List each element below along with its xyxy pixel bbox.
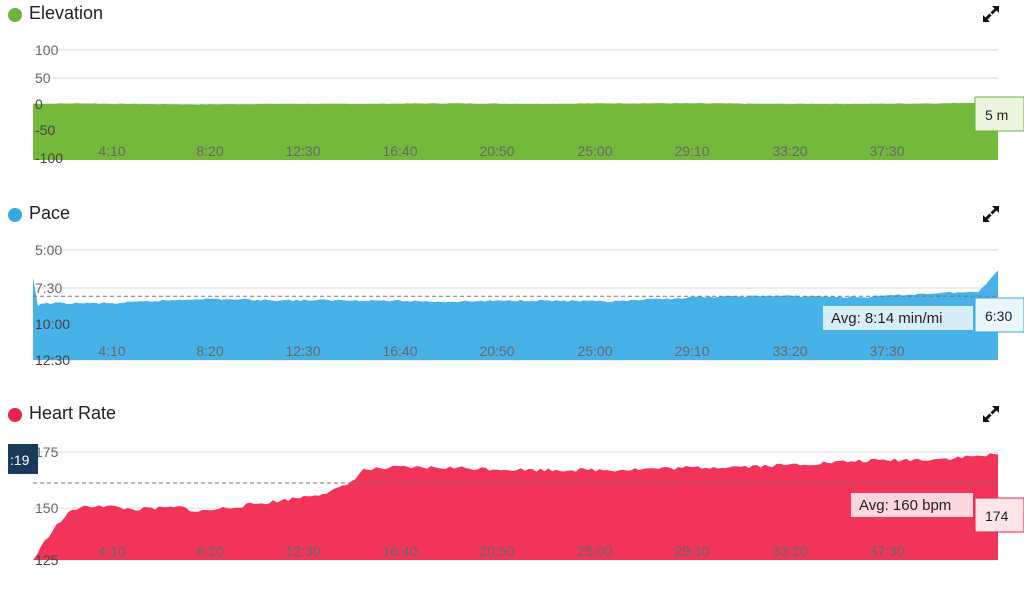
elevation-panel: Elevation 100 50 0 -50 -100 4:10 8:20 12:30 16:4… bbox=[0, 0, 1024, 190]
x-tick-label: 20:50 bbox=[479, 543, 514, 559]
pace-header: Pace bbox=[0, 200, 1024, 232]
expand-icon[interactable] bbox=[981, 404, 1001, 424]
x-tick-label: 8:20 bbox=[196, 343, 223, 359]
crosshair-time-tag bbox=[8, 444, 38, 474]
x-tick-label: 20:50 bbox=[479, 143, 514, 159]
current-value-tag bbox=[974, 96, 1024, 132]
current-value-label: 174 bbox=[985, 508, 1009, 524]
y-tick-label: 125 bbox=[35, 552, 59, 568]
elevation-header: Elevation bbox=[0, 0, 1024, 32]
x-tick-label: 29:10 bbox=[674, 143, 709, 159]
expand-icon[interactable] bbox=[981, 204, 1001, 224]
y-tick-label: 50 bbox=[35, 70, 51, 86]
heart-rate-panel: Heart Rate 175 150 125 4:10 8:20 12:30 16:40 20… bbox=[0, 400, 1024, 590]
x-tick-label: 8:20 bbox=[196, 143, 223, 159]
y-tick-label: -100 bbox=[35, 150, 63, 166]
elevation-chart: 100 50 0 -50 -100 4:10 8:20 12:30 16:40 20:50 25:0… bbox=[33, 42, 1024, 166]
current-value-tag bbox=[974, 297, 1024, 333]
y-tick-label: 150 bbox=[35, 500, 59, 516]
series-area bbox=[33, 102, 998, 160]
x-tick-label: 4:10 bbox=[98, 143, 125, 159]
average-label: Avg: 8:14 min/mi bbox=[831, 310, 942, 327]
heart-rate-header: Heart Rate bbox=[0, 400, 1024, 432]
elevation-title: Elevation bbox=[29, 3, 104, 23]
x-tick-label: 8:20 bbox=[196, 543, 223, 559]
y-tick-label: 0 bbox=[35, 96, 43, 112]
x-tick-label: 4:10 bbox=[98, 343, 125, 359]
x-tick-label: 25:00 bbox=[577, 143, 612, 159]
pace-panel: Pace 5:00 7:30 10:00 12:30 4:10 8:20 12:30 16:4… bbox=[0, 200, 1024, 390]
current-value-label: 6:30 bbox=[985, 308, 1012, 324]
y-tick-label: 5:00 bbox=[35, 242, 62, 258]
series-area bbox=[33, 453, 998, 560]
x-tick-label: 29:10 bbox=[674, 543, 709, 559]
x-tick-label: 12:30 bbox=[285, 143, 320, 159]
average-label: Avg: 160 bpm bbox=[859, 497, 951, 514]
heart-rate-chart: 175 150 125 4:10 8:20 12:30 16:40 20:50 25:00 29:… bbox=[8, 444, 1024, 568]
series-area bbox=[33, 270, 998, 360]
x-tick-label: 20:50 bbox=[479, 343, 514, 359]
expand-icon[interactable] bbox=[981, 4, 1001, 24]
pace-chart: 5:00 7:30 10:00 12:30 4:10 8:20 12:30 16:40 20:5… bbox=[33, 242, 1024, 368]
y-tick-label: -50 bbox=[35, 122, 55, 138]
x-tick-label: 12:30 bbox=[285, 543, 320, 559]
x-tick-label: 33:20 bbox=[772, 543, 807, 559]
average-label-box bbox=[823, 306, 973, 330]
x-tick-label: 16:40 bbox=[382, 343, 417, 359]
heart-rate-title: Heart Rate bbox=[29, 403, 117, 423]
average-label-box bbox=[851, 493, 973, 517]
x-tick-label: 29:10 bbox=[674, 343, 709, 359]
y-tick-label: 100 bbox=[35, 42, 59, 58]
x-tick-label: 37:30 bbox=[869, 343, 904, 359]
x-tick-label: 33:20 bbox=[772, 343, 807, 359]
x-tick-label: 16:40 bbox=[382, 543, 417, 559]
pace-legend-dot bbox=[8, 208, 22, 222]
x-tick-label: 12:30 bbox=[285, 343, 320, 359]
x-tick-label: 37:30 bbox=[869, 543, 904, 559]
pace-title: Pace bbox=[29, 203, 71, 223]
crosshair-time-label: :19 bbox=[10, 452, 30, 468]
x-tick-label: 4:10 bbox=[98, 543, 125, 559]
current-value-tag bbox=[974, 497, 1024, 533]
y-tick-label: 7:30 bbox=[35, 280, 62, 296]
heart-rate-legend-dot bbox=[8, 408, 22, 422]
x-tick-label: 16:40 bbox=[382, 143, 417, 159]
elevation-legend-dot bbox=[8, 8, 22, 22]
x-tick-label: 37:30 bbox=[869, 143, 904, 159]
x-tick-label: 33:20 bbox=[772, 143, 807, 159]
y-tick-label: 175 bbox=[35, 444, 59, 460]
y-tick-label: 12:30 bbox=[35, 352, 70, 368]
current-value-label: 5 m bbox=[985, 107, 1008, 123]
x-tick-label: 25:00 bbox=[577, 343, 612, 359]
y-tick-label: 10:00 bbox=[35, 316, 70, 332]
x-tick-label: 25:00 bbox=[577, 543, 612, 559]
